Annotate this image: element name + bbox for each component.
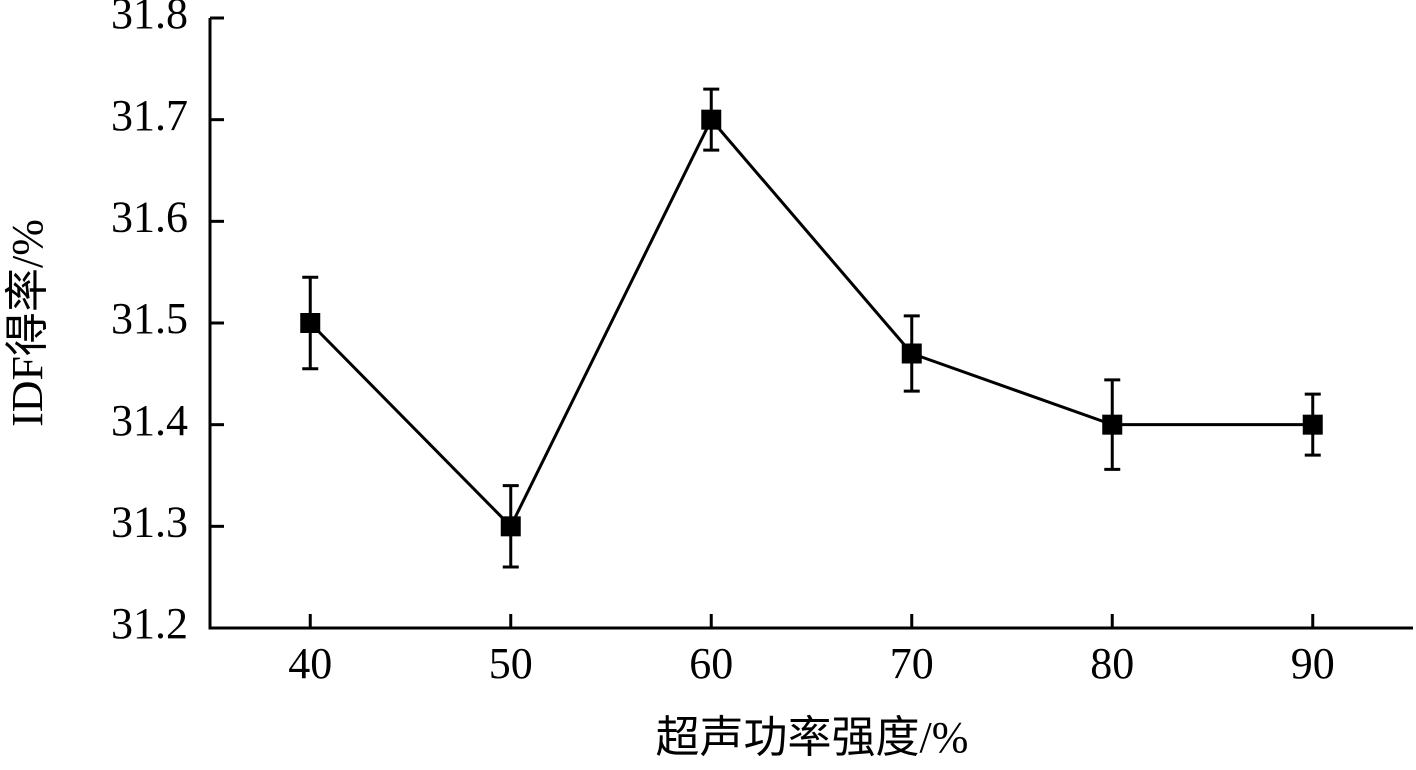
y-tick-label: 31.5 — [111, 294, 188, 343]
marker — [300, 313, 321, 333]
x-tick-label: 40 — [288, 639, 332, 688]
marker — [901, 343, 922, 364]
y-tick-label: 31.8 — [111, 0, 188, 38]
line — [309, 116, 1313, 529]
y-tick-label: 31.6 — [111, 192, 188, 241]
x-axis-label: 超声功率强度/% — [656, 713, 969, 762]
y-tick-label: 31.3 — [111, 497, 188, 546]
x-tick-label: 90 — [1291, 639, 1335, 688]
x-tick-label: 60 — [689, 639, 733, 688]
y-tick-label: 31.2 — [111, 599, 188, 648]
x-tick-label: 70 — [890, 639, 934, 688]
x-tick-label: 80 — [1090, 639, 1134, 688]
y-axis-label: IDF得率/% — [3, 219, 52, 427]
marker — [1302, 414, 1323, 435]
marker — [500, 516, 521, 537]
y-tick-label: 31.4 — [111, 396, 188, 445]
x-tick-label: 50 — [489, 639, 533, 688]
marker — [1102, 414, 1123, 435]
y-tick-label: 31.7 — [111, 91, 188, 140]
marker — [701, 109, 722, 130]
